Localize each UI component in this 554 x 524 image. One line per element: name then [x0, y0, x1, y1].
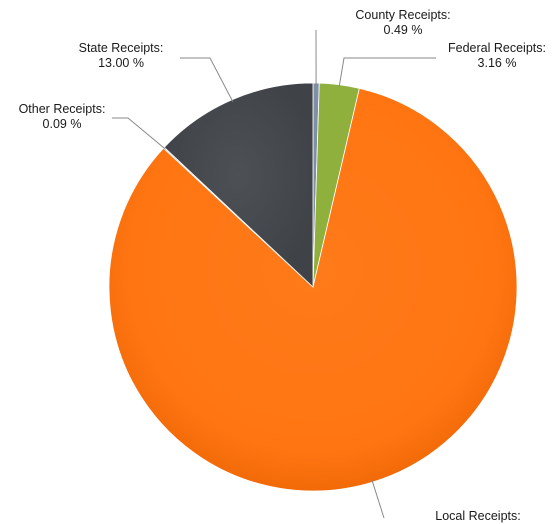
- label-county-receipts: County Receipts: 0.49 %: [355, 8, 450, 37]
- label-local-receipts: Local Receipts:: [435, 509, 520, 523]
- label-value-federal-receipts: 3.16 %: [478, 56, 517, 70]
- label-value-county-receipts: 0.49 %: [384, 23, 423, 37]
- label-value-other-receipts: 0.09 %: [43, 117, 82, 131]
- leader-lines: [112, 29, 436, 519]
- label-federal-receipts: Federal Receipts: 3.16 %: [448, 41, 546, 70]
- label-name-county-receipts: County Receipts:: [355, 8, 450, 22]
- slice-labels: County Receipts: 0.49 % Federal Receipts: 3…: [19, 8, 546, 523]
- label-name-other-receipts: Other Receipts:: [19, 102, 106, 116]
- label-name-state-receipts: State Receipts:: [79, 41, 164, 55]
- label-name-local-receipts: Local Receipts:: [435, 509, 520, 523]
- leader-line-federal-receipts: [338, 57, 436, 87]
- leader-line-state-receipts: [180, 57, 234, 102]
- label-name-federal-receipts: Federal Receipts:: [448, 41, 546, 55]
- leader-line-other-receipts: [112, 117, 166, 150]
- label-other-receipts: Other Receipts: 0.09 %: [19, 102, 106, 131]
- leader-line-local-receipts: [371, 480, 385, 519]
- label-state-receipts: State Receipts: 13.00 %: [79, 41, 164, 70]
- pie-slices: [108, 82, 518, 492]
- label-value-state-receipts: 13.00 %: [98, 56, 144, 70]
